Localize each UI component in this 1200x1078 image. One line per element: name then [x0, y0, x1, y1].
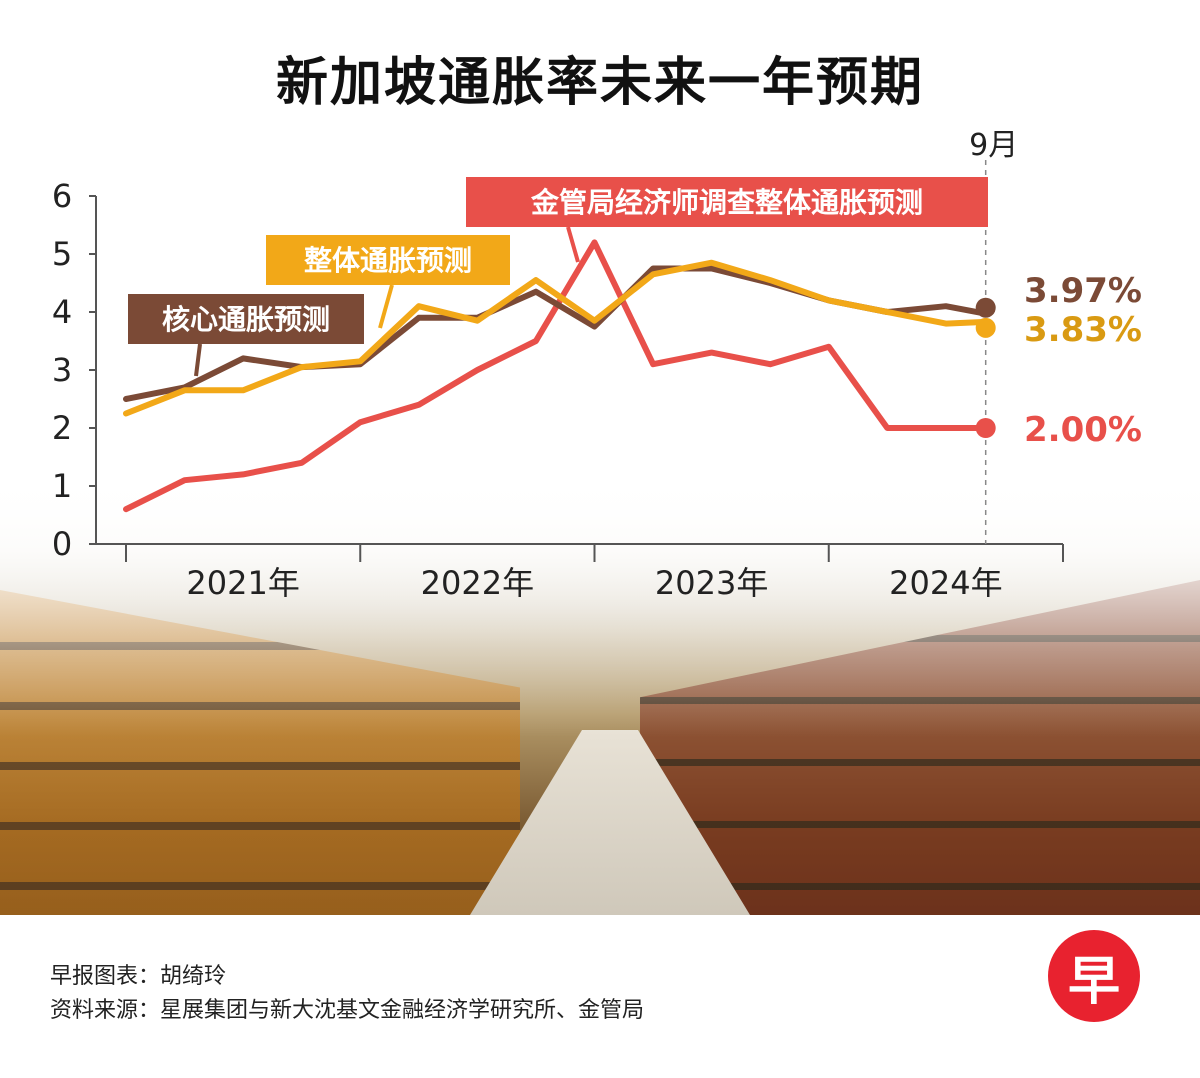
series-end-label-2: 3.83% [1024, 310, 1142, 350]
series-callout-connector-2 [378, 284, 394, 329]
y-tick-label: 1 [52, 467, 72, 505]
series-end-point-1 [975, 297, 996, 318]
september-marker-label: 9月 [969, 128, 1018, 163]
series-callout-box-1 [128, 294, 364, 344]
series-end-point-3 [975, 418, 996, 438]
line-chart: 0 1 2 3 4 5 6 2021年 2022年 2023年 2024年 9月 3.97%3.83% 2… [52, 128, 1142, 602]
series-callout-box-3 [466, 177, 988, 227]
series-line-2 [123, 259, 989, 417]
zaobao-logo: 早 [1048, 930, 1140, 1022]
y-tick-label: 4 [52, 293, 72, 331]
series-end-label-3: 2.00% [1024, 410, 1142, 450]
series-callout-label-2: 整体通胀预测 [304, 244, 472, 277]
x-tick-label: 2024年 [889, 564, 1002, 602]
footer-credit: 早报图表：胡绮玲 [50, 964, 227, 989]
series-callout-box-2 [266, 235, 510, 285]
x-tick-label: 2023年 [655, 564, 768, 602]
series-end-point-2 [975, 317, 996, 338]
series-end-label-1: 3.97% [1024, 271, 1142, 311]
series-callout-connector-1 [194, 343, 202, 377]
y-tick-label: 5 [52, 235, 72, 273]
y-tick-label: 2 [52, 409, 72, 447]
y-tick-label: 0 [52, 525, 72, 563]
series-callout-label-1: 核心通胀预测 [162, 303, 330, 336]
x-tick-label: 2021年 [186, 564, 299, 602]
y-tick-label: 3 [52, 351, 72, 389]
y-tick-label: 6 [52, 177, 72, 215]
series-callout-connector-3 [566, 226, 580, 263]
series-callout-label-3: 金管局经济师调查整体通胀预测 [530, 186, 923, 219]
footer-source: 资料来源：星展集团与新大沈基文金融经济学研究所、金管局 [50, 998, 645, 1023]
x-tick-label: 2022年 [421, 564, 534, 602]
chart-title: 新加坡通胀率未来一年预期 [275, 53, 924, 113]
series-line-3 [123, 239, 989, 513]
